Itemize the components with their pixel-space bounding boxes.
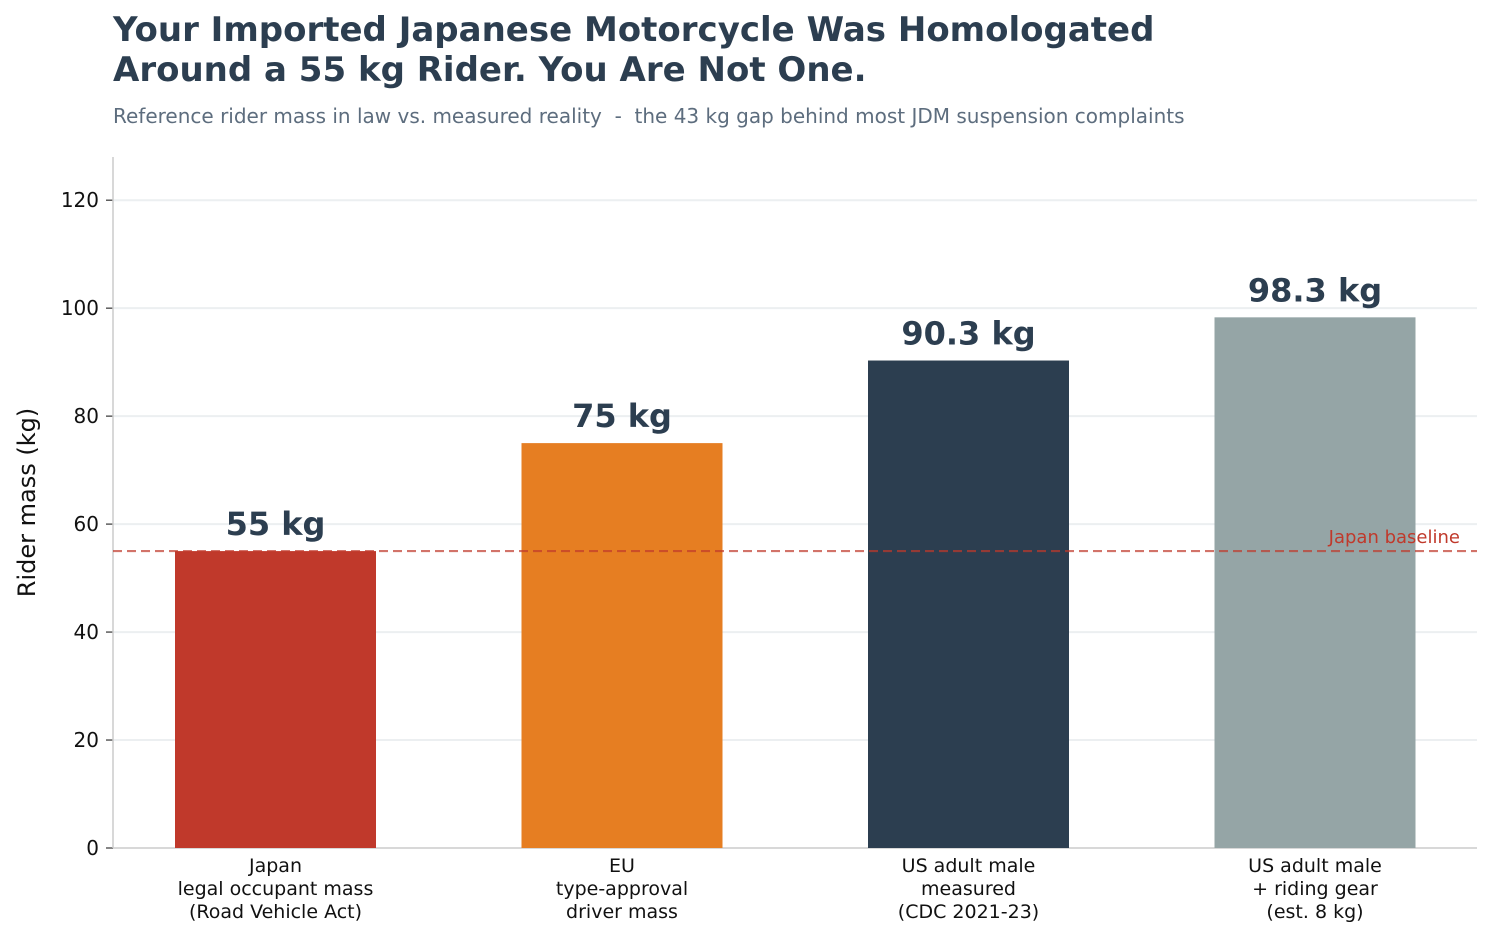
x-category-label-3-line-2: (est. 8 kg) <box>1266 901 1363 923</box>
bar-2 <box>868 360 1069 848</box>
y-tick-label: 80 <box>74 404 99 428</box>
japan-baseline-label: Japan baseline <box>1328 527 1460 548</box>
bar-0 <box>175 551 376 848</box>
x-category-label-2-line-0: US adult male <box>902 855 1036 877</box>
x-category-label-1-line-1: type-approval <box>556 878 688 900</box>
y-tick-label: 20 <box>74 728 99 752</box>
y-tick-label: 60 <box>74 512 99 536</box>
x-category-label-1-line-0: EU <box>609 855 635 877</box>
x-category-label-0-line-0: Japan <box>248 855 302 877</box>
y-tick-label: 100 <box>61 296 99 320</box>
x-category-label-1-line-2: driver mass <box>566 901 678 923</box>
bar-1 <box>521 443 723 848</box>
y-tick-label: 120 <box>61 188 99 212</box>
x-category-label-0-line-1: legal occupant mass <box>178 878 374 900</box>
value-label-2: 90.3 kg <box>901 315 1035 353</box>
value-label-1: 75 kg <box>572 397 672 435</box>
y-axis-label: Rider mass (kg) <box>13 408 41 597</box>
chart-subtitle: Reference rider mass in law vs. measured… <box>113 104 1185 128</box>
value-label-0: 55 kg <box>226 505 326 543</box>
y-tick-label: 40 <box>74 620 99 644</box>
bar-3 <box>1214 317 1416 848</box>
x-category-label-0-line-2: (Road Vehicle Act) <box>189 901 362 923</box>
chart-title: Your Imported Japanese Motorcycle Was Ho… <box>113 10 1154 90</box>
chart-title-line-1: Your Imported Japanese Motorcycle Was Ho… <box>113 10 1155 50</box>
y-tick-label: 0 <box>86 836 99 860</box>
value-label-3: 98.3 kg <box>1248 271 1382 309</box>
x-category-label-3-line-0: US adult male <box>1248 855 1382 877</box>
x-category-label-3-line-1: + riding gear <box>1252 878 1378 900</box>
x-category-label-2-line-2: (CDC 2021-23) <box>898 901 1039 923</box>
x-category-label-2-line-1: measured <box>921 878 1016 900</box>
chart-title-line-2: Around a 55 kg Rider. You Are Not One. <box>113 50 867 90</box>
